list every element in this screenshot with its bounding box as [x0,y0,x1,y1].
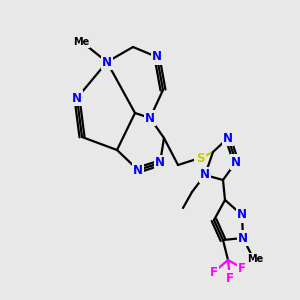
Text: Me: Me [73,37,89,47]
Text: N: N [152,50,162,64]
Text: N: N [145,112,155,124]
Text: N: N [200,169,210,182]
Text: N: N [231,155,241,169]
Text: F: F [226,272,234,284]
Text: F: F [210,266,218,278]
Text: N: N [155,157,165,169]
Text: Me: Me [247,254,263,264]
Text: N: N [223,131,233,145]
Text: N: N [72,92,82,104]
Text: N: N [237,208,247,221]
Text: S: S [196,152,204,164]
Text: N: N [238,232,248,244]
Text: F: F [238,262,246,275]
Text: N: N [102,56,112,68]
Text: N: N [133,164,143,176]
